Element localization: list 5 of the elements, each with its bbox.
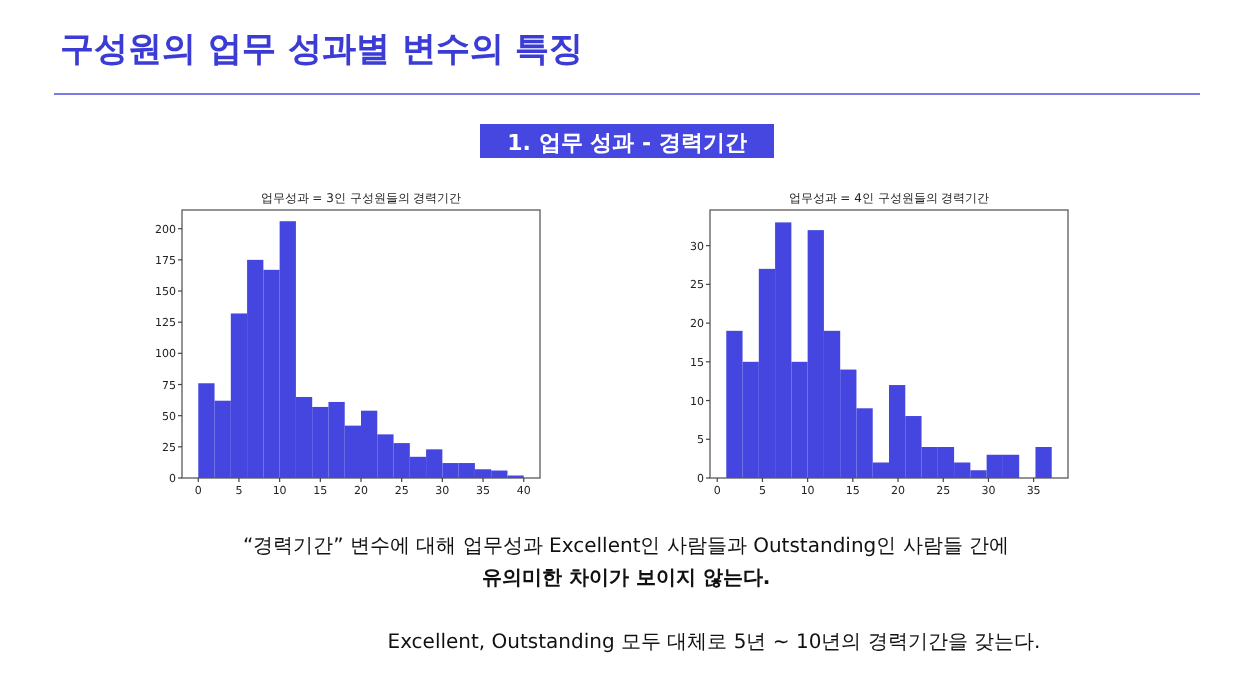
- text: 1. 업무 성과 - 경력기간: [507, 130, 747, 156]
- text: 구성원의 업무 성과별 변수의 특징: [60, 30, 584, 70]
- text: Excellent, Outstanding 모두 대체로 5년 ~ 10년의 경력기간을 갖는다.: [387, 632, 1041, 654]
- text: 유의미한 차이가 보이지 않는다.: [481, 568, 771, 590]
- text: “경력기간” 변수에 대해 업무성과 Excellent인 사람들과 Outstanding인 사람들 간에: [242, 536, 1010, 558]
